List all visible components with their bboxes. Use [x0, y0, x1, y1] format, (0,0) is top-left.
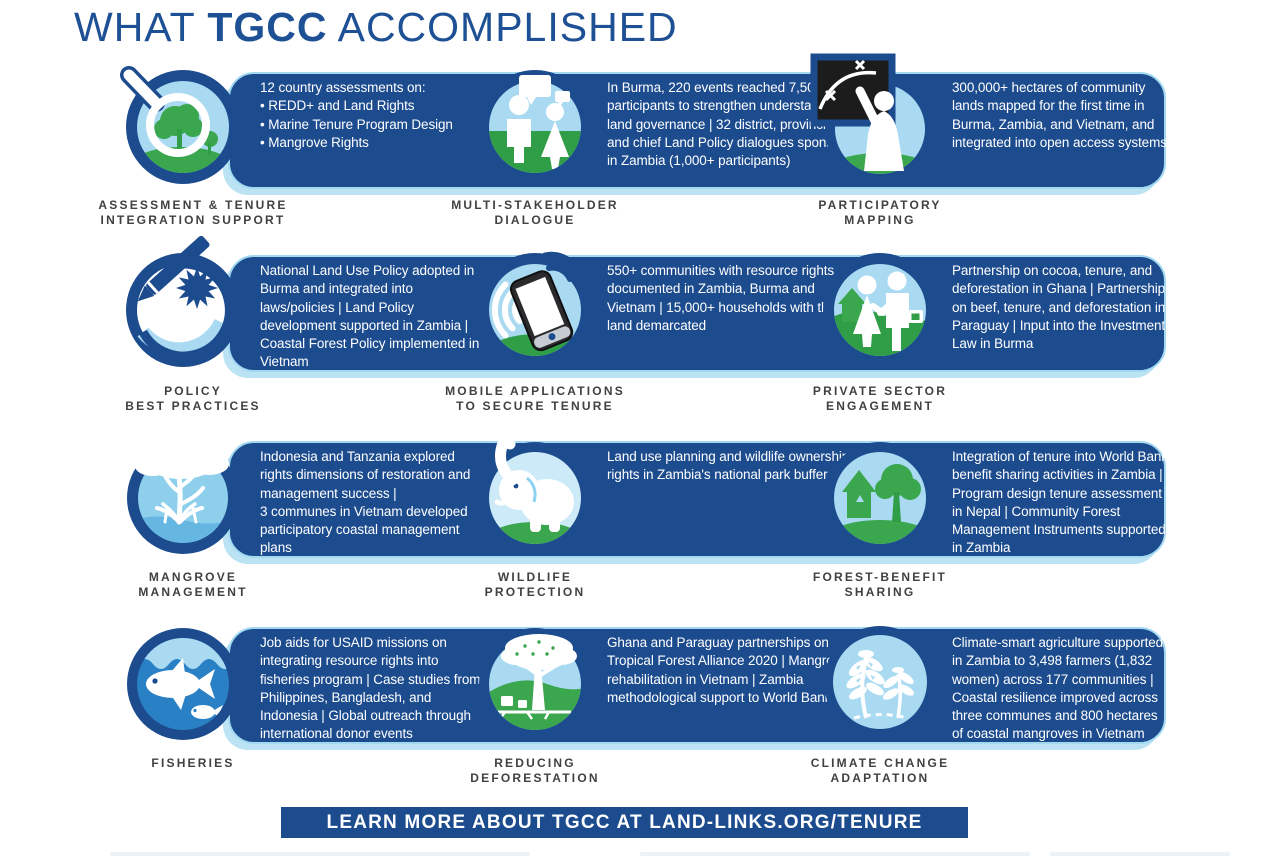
card-label: ASSESSMENT & TENURE INTEGRATION SUPPORT: [98, 198, 288, 227]
wheat-plant-icon: [820, 620, 940, 740]
card-label: WILDLIFE PROTECTION: [484, 570, 586, 599]
cropped-content-sliver: [640, 852, 1030, 856]
card-text: 300,000+ hectares of community lands map…: [952, 80, 1167, 150]
card-text: Integration of tenure into World Bank be…: [952, 449, 1168, 556]
card-text: Job aids for USAID missions on integrati…: [260, 635, 481, 742]
elephant-icon: [475, 434, 595, 554]
tree-stumps-icon: [475, 620, 595, 740]
row-bar-3: [228, 441, 1166, 558]
chalkboard-mapping-icon: [810, 53, 940, 185]
magnifier-tree-icon: [120, 65, 243, 185]
row-bar-4: [228, 627, 1166, 744]
fish-icon: [123, 620, 243, 740]
card-text: Ghana and Paraguay partnerships on Tropi…: [607, 635, 848, 705]
title-pre: WHAT: [74, 4, 208, 50]
partnership-people-icon: [820, 248, 940, 368]
pen-policy-icon: [123, 235, 243, 368]
card-text: National Land Use Policy adopted in Burm…: [260, 263, 480, 370]
footer-link[interactable]: LEARN MORE ABOUT TGCC AT LAND-LINKS.ORG/…: [281, 807, 968, 838]
cropped-content-sliver: [1050, 852, 1230, 856]
page-title: WHAT TGCC ACCOMPLISHED: [74, 4, 678, 51]
card-label: FISHERIES: [151, 756, 235, 770]
title-brand: TGCC: [207, 4, 328, 50]
card-label: PARTICIPATORY MAPPING: [818, 198, 942, 227]
card-label: REDUCING DEFORESTATION: [470, 756, 600, 785]
house-tree-icon: [820, 434, 940, 554]
card-text: Indonesia and Tanzania explored rights d…: [260, 449, 471, 556]
card-text: 12 country assessments on: • REDD+ and L…: [260, 80, 453, 150]
card-label: MANGROVE MANAGEMENT: [138, 570, 248, 599]
card-label: MOBILE APPLICATIONS TO SECURE TENURE: [445, 384, 625, 413]
dialogue-people-icon: [475, 65, 595, 185]
card-label: PRIVATE SECTOR ENGAGEMENT: [812, 384, 948, 413]
cropped-content-sliver: [110, 852, 530, 856]
card-label: CLIMATE CHANGE ADAPTATION: [810, 756, 950, 785]
mangrove-tree-icon: [123, 434, 243, 554]
card-text: Partnership on cocoa, tenure, and defore…: [952, 263, 1166, 352]
row-bar-2: [228, 255, 1166, 372]
card-label: MULTI-STAKEHOLDER DIALOGUE: [451, 198, 619, 227]
card-text: 550+ communities with resource rights do…: [607, 263, 844, 333]
smartphone-signal-icon: [475, 248, 595, 368]
card-label: POLICY BEST PRACTICES: [125, 384, 261, 413]
card-text: Climate-smart agriculture supported in Z…: [952, 635, 1164, 742]
card-label: FOREST-BENEFIT SHARING: [812, 570, 948, 599]
row-bar-1: [228, 72, 1166, 189]
title-post: ACCOMPLISHED: [327, 4, 678, 50]
